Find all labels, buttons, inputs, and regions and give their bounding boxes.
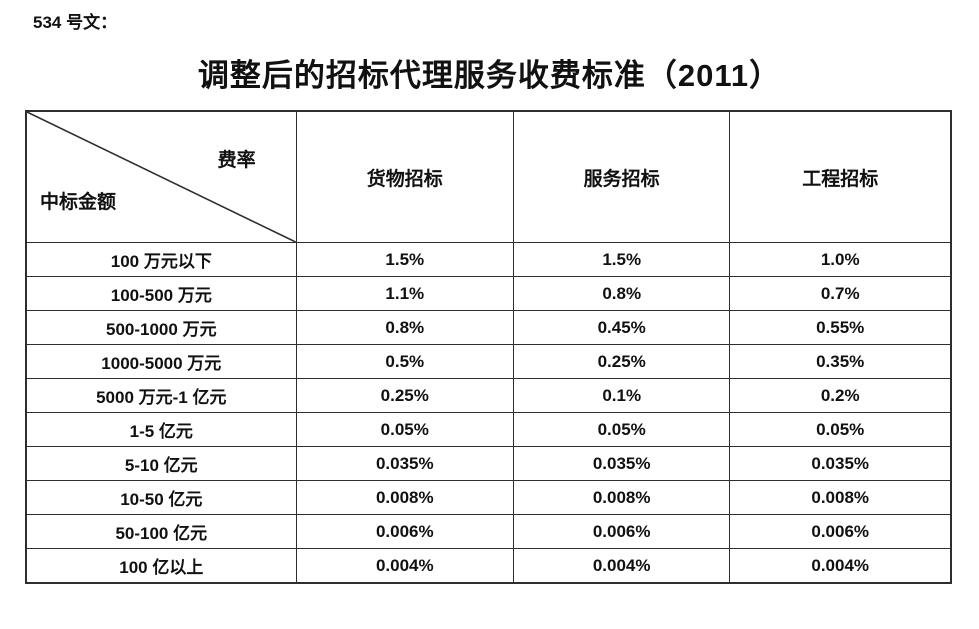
rate-cell-service: 0.25% [512,344,731,379]
amount-cell: 1000-5000 万元 [25,344,297,379]
amount-cell: 100-500 万元 [25,276,297,311]
rate-cell-service: 0.006% [512,514,731,549]
fee-table: 费率 中标金额 货物招标 服务招标 工程招标 100 万元以下 1.5% 1.5% 1… [25,110,952,584]
rate-cell-goods: 0.25% [295,378,514,413]
amount-cell: 10-50 亿元 [25,480,297,515]
rate-cell-engineering: 0.006% [729,514,952,549]
rate-cell-goods: 0.035% [295,446,514,481]
amount-cell: 100 万元以下 [25,242,297,277]
header-row: 费率 中标金额 货物招标 服务招标 工程招标 [25,110,952,243]
amount-cell: 50-100 亿元 [25,514,297,549]
rate-cell-engineering: 1.0% [729,242,952,277]
rate-cell-service: 0.1% [512,378,731,413]
table-row: 1000-5000 万元 0.5% 0.25% 0.35% [25,344,952,379]
table-row: 500-1000 万元 0.8% 0.45% 0.55% [25,310,952,345]
rate-cell-engineering: 0.35% [729,344,952,379]
table-row: 1-5 亿元 0.05% 0.05% 0.05% [25,412,952,447]
column-header-engineering: 工程招标 [729,110,952,243]
column-header-goods: 货物招标 [295,110,514,243]
rate-cell-goods: 0.006% [295,514,514,549]
rate-cell-goods: 1.5% [295,242,514,277]
rate-cell-engineering: 0.2% [729,378,952,413]
rate-cell-goods: 0.004% [295,548,514,584]
page-title: 调整后的招标代理服务收费标准（2011） [197,58,782,93]
table-row: 100 亿以上 0.004% 0.004% 0.004% [25,548,952,584]
table-row: 100-500 万元 1.1% 0.8% 0.7% [25,276,952,311]
rate-cell-service: 0.45% [512,310,731,345]
column-header-service: 服务招标 [512,110,731,243]
corner-label-amount: 中标金额 [40,192,117,213]
diagonal-header-cell: 费率 中标金额 [25,110,297,243]
rate-cell-engineering: 0.008% [729,480,952,515]
amount-cell: 100 亿以上 [25,548,297,584]
table-row: 5000 万元-1 亿元 0.25% 0.1% 0.2% [25,378,952,413]
rate-cell-service: 0.8% [512,276,731,311]
rate-cell-service: 0.035% [512,446,731,481]
doc-number-label: 534 号文： [33,13,118,32]
table-row: 50-100 亿元 0.006% 0.006% 0.006% [25,514,952,549]
amount-cell: 1-5 亿元 [25,412,297,447]
rate-cell-goods: 0.05% [295,412,514,447]
diagonal-line [27,112,296,242]
rate-cell-service: 1.5% [512,242,731,277]
amount-cell: 5000 万元-1 亿元 [25,378,297,413]
corner-label-rate: 费率 [217,150,256,171]
rate-cell-service: 0.004% [512,548,731,584]
amount-cell: 500-1000 万元 [25,310,297,345]
table-row: 100 万元以下 1.5% 1.5% 1.0% [25,242,952,277]
rate-cell-goods: 0.008% [295,480,514,515]
table-row: 5-10 亿元 0.035% 0.035% 0.035% [25,446,952,481]
rate-cell-engineering: 0.035% [729,446,952,481]
rate-cell-service: 0.008% [512,480,731,515]
rate-cell-engineering: 0.004% [729,548,952,584]
rate-cell-goods: 0.8% [295,310,514,345]
rate-cell-goods: 1.1% [295,276,514,311]
rate-cell-engineering: 0.7% [729,276,952,311]
table-row: 10-50 亿元 0.008% 0.008% 0.008% [25,480,952,515]
amount-cell: 5-10 亿元 [25,446,297,481]
rate-cell-service: 0.05% [512,412,731,447]
rate-cell-engineering: 0.05% [729,412,952,447]
rate-cell-engineering: 0.55% [729,310,952,345]
rate-cell-goods: 0.5% [295,344,514,379]
